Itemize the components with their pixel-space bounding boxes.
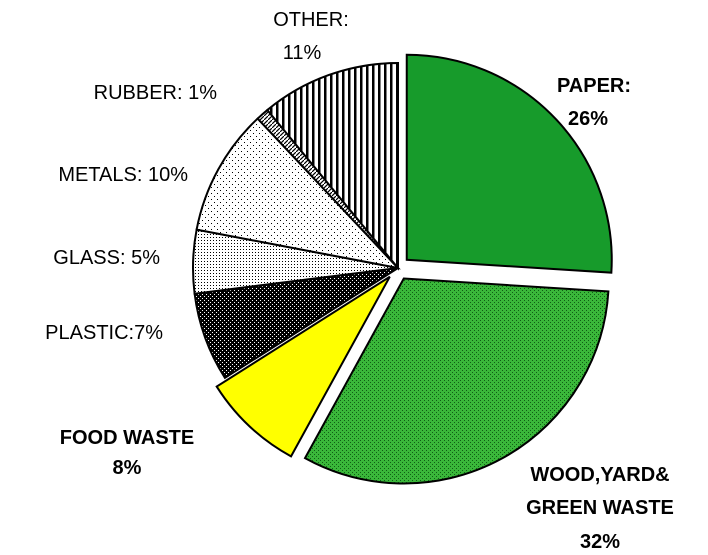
label-other-value: 11% — [283, 42, 322, 64]
label-food-name: FOOD WASTE — [60, 427, 194, 449]
label-wood-line1: WOOD,YARD& — [530, 464, 669, 486]
label-food-value: 8% — [113, 457, 142, 479]
pie-slice-food — [215, 275, 391, 458]
label-wood-line2: GREEN WASTE — [526, 497, 674, 519]
label-glass: GLASS: 5% — [53, 247, 160, 269]
label-metals: METALS: 10% — [58, 164, 188, 186]
label-paper-name: PAPER: — [557, 75, 631, 97]
label-other-name: OTHER: — [273, 9, 349, 31]
pie-slice-other — [265, 61, 399, 271]
label-paper-value: 26% — [568, 108, 608, 130]
pie-slice-paper — [405, 53, 613, 274]
label-rubber: RUBBER: 1% — [94, 82, 218, 104]
label-wood-value: 32% — [580, 531, 620, 553]
label-plastic: PLASTIC:7% — [45, 322, 163, 344]
pie-slice-metals — [195, 117, 401, 270]
pie-slice-wood — [303, 277, 610, 485]
